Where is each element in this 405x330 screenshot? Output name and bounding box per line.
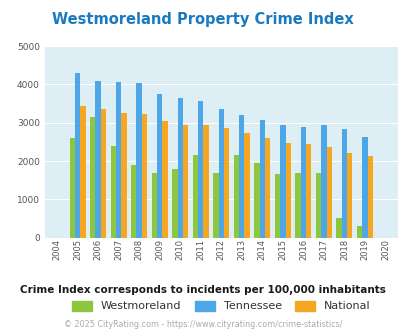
Bar	[121, 113, 126, 238]
Bar	[300, 127, 305, 238]
Bar	[346, 153, 352, 238]
Bar	[224, 128, 229, 238]
Bar	[259, 120, 264, 238]
Text: © 2025 CityRating.com - https://www.cityrating.com/crime-statistics/: © 2025 CityRating.com - https://www.city…	[64, 320, 341, 329]
Bar	[285, 143, 290, 238]
Bar	[198, 101, 203, 238]
Bar	[162, 121, 167, 238]
Bar	[192, 155, 198, 238]
Bar	[131, 165, 136, 238]
Text: Westmoreland Property Crime Index: Westmoreland Property Crime Index	[52, 12, 353, 26]
Bar	[90, 117, 95, 238]
Bar	[341, 129, 346, 238]
Bar	[116, 82, 121, 238]
Legend: Westmoreland, Tennessee, National: Westmoreland, Tennessee, National	[72, 301, 370, 311]
Bar	[361, 137, 367, 238]
Bar	[356, 226, 361, 238]
Bar	[157, 94, 162, 238]
Bar	[172, 169, 177, 238]
Bar	[264, 138, 270, 238]
Bar	[141, 114, 147, 238]
Bar	[110, 146, 116, 238]
Bar	[315, 173, 320, 238]
Bar	[239, 115, 244, 238]
Text: Crime Index corresponds to incidents per 100,000 inhabitants: Crime Index corresponds to incidents per…	[20, 285, 385, 295]
Bar	[80, 106, 85, 238]
Bar	[233, 155, 239, 238]
Bar	[218, 109, 224, 238]
Bar	[254, 163, 259, 238]
Bar	[295, 173, 300, 238]
Bar	[151, 173, 157, 238]
Bar	[136, 83, 141, 238]
Bar	[203, 125, 208, 238]
Bar	[213, 173, 218, 238]
Bar	[305, 144, 311, 238]
Bar	[244, 133, 249, 238]
Bar	[75, 73, 80, 238]
Bar	[336, 218, 341, 238]
Bar	[279, 125, 285, 238]
Bar	[69, 138, 75, 238]
Bar	[177, 98, 182, 238]
Bar	[182, 125, 188, 238]
Bar	[320, 125, 326, 238]
Bar	[100, 109, 106, 238]
Bar	[274, 175, 279, 238]
Bar	[95, 81, 100, 238]
Bar	[326, 147, 331, 238]
Bar	[367, 156, 372, 238]
